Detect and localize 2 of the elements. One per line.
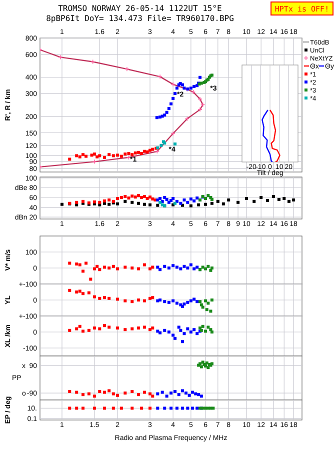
chart-subtitle: 8pBP6It DoY= 134.473 File= TR960170.BPG <box>46 14 234 23</box>
chart-title: TROMSO NORWAY 26-05-14 1122UT 15°E <box>58 4 222 13</box>
